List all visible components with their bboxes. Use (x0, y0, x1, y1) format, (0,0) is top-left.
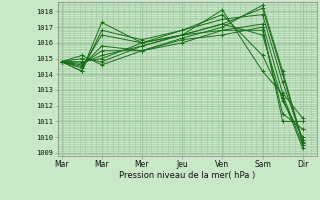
X-axis label: Pression niveau de la mer( hPa ): Pression niveau de la mer( hPa ) (119, 171, 255, 180)
